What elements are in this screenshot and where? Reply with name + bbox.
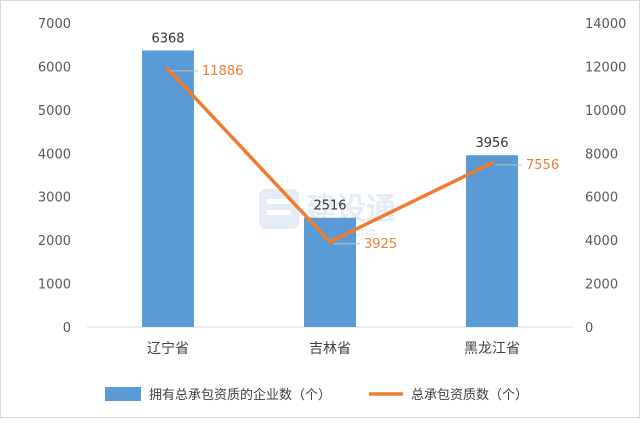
y-left-tick-label: 6000 bbox=[38, 60, 71, 75]
y-left-tick-label: 4000 bbox=[38, 147, 71, 162]
bar bbox=[304, 217, 356, 327]
y-right-tick-label: 8000 bbox=[585, 147, 618, 162]
y-right-tick-label: 10000 bbox=[585, 104, 626, 119]
line-point bbox=[328, 239, 332, 244]
y-right-tick-label: 4000 bbox=[585, 234, 618, 249]
legend-line-label: 总承包资质数（个） bbox=[411, 388, 528, 403]
x-tick-label: 辽宁省 bbox=[147, 340, 189, 357]
y-left-tick-label: 2000 bbox=[38, 234, 71, 249]
y-left-tick-label: 1000 bbox=[38, 278, 71, 293]
legend-bar-label: 拥有总承包资质的企业数（个） bbox=[149, 387, 331, 403]
bar-data-label: 3956 bbox=[475, 136, 508, 151]
line-data-label: 7556 bbox=[526, 158, 559, 173]
bar bbox=[466, 155, 518, 327]
line-data-label: 11886 bbox=[202, 64, 243, 79]
y-left-tick-label: 3000 bbox=[38, 191, 71, 206]
y-right-tick-label: 12000 bbox=[585, 60, 626, 75]
legend: 拥有总承包资质的企业数（个） 总承包资质数（个） bbox=[105, 387, 528, 403]
x-tick-label: 黑龙江省 bbox=[464, 341, 520, 357]
bar-data-label: 6368 bbox=[151, 31, 184, 46]
y-left-tick-label: 7000 bbox=[38, 17, 71, 32]
data-labels: 6368 2516 3956 11886 3925 7556 bbox=[151, 31, 559, 251]
bar-series bbox=[142, 50, 518, 327]
legend-bar-swatch bbox=[105, 387, 141, 401]
line-series bbox=[166, 66, 494, 244]
y-right-tick-label: 14000 bbox=[585, 17, 626, 32]
line-point bbox=[490, 160, 494, 165]
line-data-label: 3925 bbox=[364, 237, 397, 252]
x-tick-label: 吉林省 bbox=[309, 341, 351, 357]
y-left-tick-label: 5000 bbox=[38, 104, 71, 119]
axes: 0 1000 2000 3000 4000 5000 6000 7000 0 2000 4000 60… bbox=[38, 17, 626, 357]
watermark-logo-icon bbox=[259, 189, 299, 229]
bar-data-label: 2516 bbox=[313, 199, 346, 214]
y-right-tick-label: 0 bbox=[585, 321, 593, 336]
y-right-tick-label: 6000 bbox=[585, 191, 618, 206]
y-right-tick-label: 2000 bbox=[585, 278, 618, 293]
bar bbox=[142, 50, 194, 327]
line-point bbox=[166, 66, 170, 71]
y-left-tick-label: 0 bbox=[63, 321, 71, 336]
